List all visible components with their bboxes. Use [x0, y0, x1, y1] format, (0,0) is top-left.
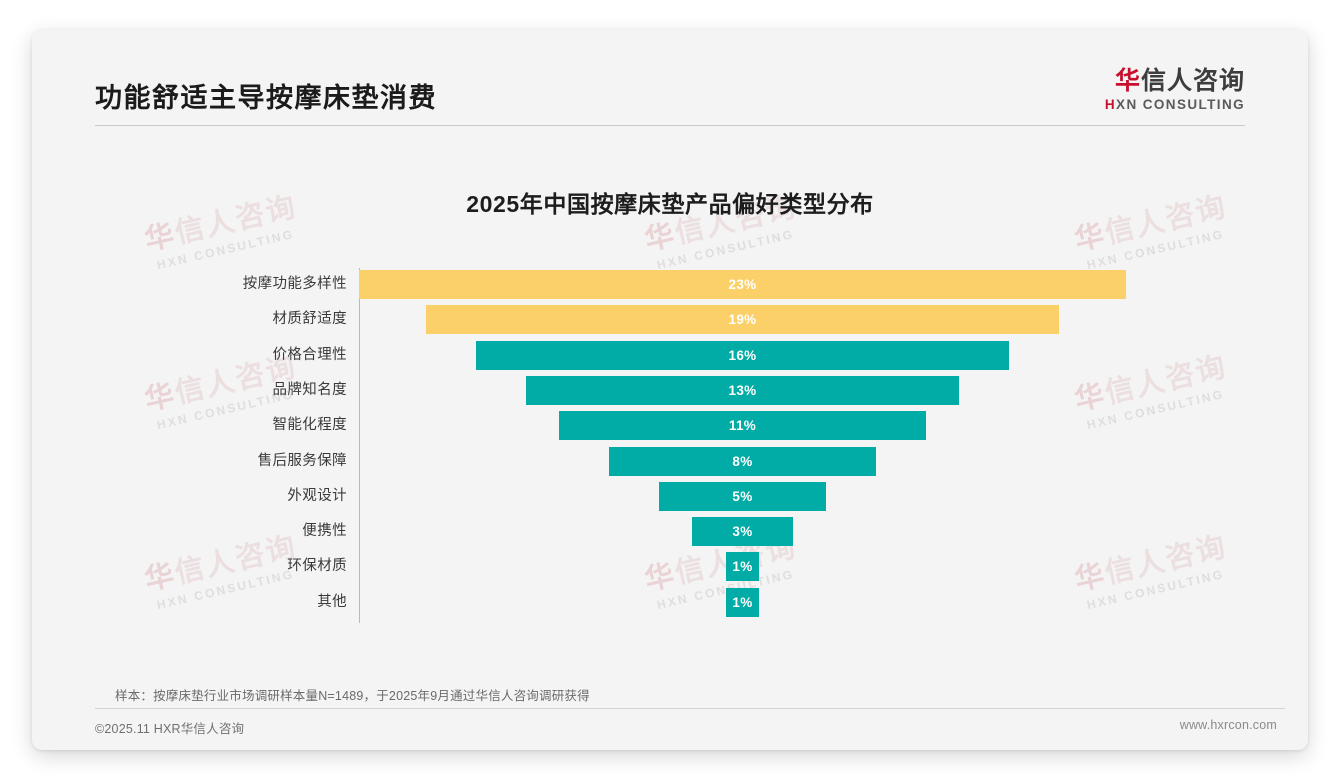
category-axis-line: [359, 268, 360, 623]
funnel-row: 按摩功能多样性 23%: [172, 270, 1172, 299]
slide-header: 功能舒适主导按摩床垫消费 华信人咨询 HXN CONSULTING: [95, 62, 1245, 128]
funnel-bar[interactable]: 1%: [725, 587, 760, 617]
funnel-row: 价格合理性 16%: [172, 340, 1172, 370]
funnel-bar[interactable]: 1%: [725, 552, 760, 582]
category-label: 品牌知名度: [272, 381, 347, 398]
funnel-bar[interactable]: 3%: [692, 517, 793, 547]
funnel-bar[interactable]: 13%: [525, 375, 960, 405]
funnel-bar[interactable]: 19%: [425, 305, 1060, 335]
funnel-bar[interactable]: 23%: [359, 270, 1126, 299]
bar-value-label: 1%: [732, 559, 753, 575]
category-label: 材质舒适度: [272, 311, 347, 328]
brand-logo-cn-red: 华: [1114, 67, 1141, 95]
brand-logo-cn: 华信人咨询: [1105, 68, 1245, 94]
chart-title: 2025年中国按摩床垫产品偏好类型分布: [466, 191, 874, 217]
funnel-chart: 按摩功能多样性 23% 材质舒适度 19% 价格合理性 16% 品牌知名度 13% 智能化程度 1…: [172, 268, 1172, 623]
category-label: 便携性: [302, 523, 347, 540]
bar-value-label: 11%: [728, 418, 757, 434]
copyright-text: ©2025.11 HXR华信人咨询: [95, 722, 245, 736]
brand-logo-en: HXN CONSULTING: [1105, 97, 1245, 112]
footer-divider: [95, 708, 1285, 709]
funnel-row: 其他 1%: [172, 587, 1172, 617]
category-label: 环保材质: [287, 558, 347, 575]
slide-footer: ©2025.11 HXR华信人咨询 www.hxrcon.com: [95, 718, 1285, 742]
slide-canvas: 华信人咨询 HXN CONSULTING 华信人咨询 HXN CONSULTIN…: [32, 30, 1308, 750]
category-label: 智能化程度: [272, 417, 347, 434]
bar-value-label: 1%: [732, 594, 753, 610]
category-label: 价格合理性: [272, 346, 347, 363]
funnel-bar[interactable]: 5%: [659, 481, 826, 511]
bar-value-label: 23%: [728, 277, 757, 292]
chart-area: 2025年中国按摩床垫产品偏好类型分布 按摩功能多样性 23% 材质舒适度 19% 价格…: [32, 30, 1308, 750]
bar-value-label: 19%: [728, 312, 757, 328]
brand-logo: 华信人咨询 HXN CONSULTING: [1105, 68, 1245, 112]
bar-value-label: 3%: [732, 524, 753, 540]
funnel-row: 智能化程度 11%: [172, 411, 1172, 441]
brand-logo-en-red: H: [1104, 97, 1117, 113]
page-title: 功能舒适主导按摩床垫消费: [95, 83, 437, 113]
funnel-bar[interactable]: 8%: [609, 446, 876, 476]
category-label: 其他: [317, 593, 347, 610]
bar-value-label: 16%: [728, 347, 757, 363]
category-label: 售后服务保障: [257, 452, 347, 469]
category-label: 按摩功能多样性: [242, 276, 347, 292]
website-url: www.hxrcon.com: [1179, 718, 1277, 732]
brand-logo-en-rest: XN CONSULTING: [1116, 97, 1245, 113]
bar-value-label: 5%: [732, 488, 753, 504]
funnel-row: 环保材质 1%: [172, 552, 1172, 582]
category-label: 外观设计: [287, 487, 347, 504]
source-note: 样本：按摩床垫行业市场调研样本量N=1489，于2025年9月通过华信人咨询调研…: [115, 689, 590, 703]
bar-value-label: 13%: [728, 382, 757, 398]
funnel-row: 外观设计 5%: [172, 481, 1172, 511]
funnel-row: 售后服务保障 8%: [172, 446, 1172, 476]
funnel-bar[interactable]: 16%: [475, 340, 1010, 370]
bar-value-label: 8%: [732, 453, 753, 469]
funnel-row: 便携性 3%: [172, 517, 1172, 547]
funnel-row: 品牌知名度 13%: [172, 375, 1172, 405]
funnel-row: 材质舒适度 19%: [172, 305, 1172, 335]
header-divider: [95, 125, 1245, 126]
brand-logo-cn-rest: 信人咨询: [1140, 67, 1245, 95]
funnel-bar[interactable]: 11%: [559, 411, 926, 441]
